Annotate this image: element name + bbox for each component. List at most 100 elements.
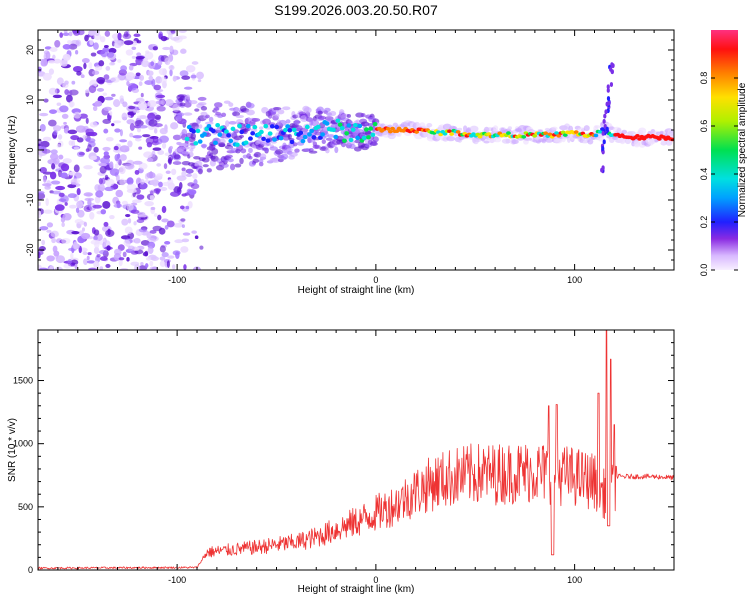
- noise-blob: [46, 229, 52, 233]
- noise-blob: [156, 173, 163, 178]
- noise-blob: [143, 57, 149, 62]
- noise-blob: [165, 170, 171, 175]
- noise-blob: [172, 103, 180, 112]
- noise-blob: [90, 52, 97, 57]
- noise-blob: [55, 185, 66, 191]
- ridge-blob: [394, 129, 400, 134]
- ridge-halo-blob: [448, 135, 453, 141]
- ridge-blob: [230, 126, 236, 132]
- noise-blob: [89, 79, 98, 88]
- noise-blob: [183, 86, 193, 90]
- colorbar-label: Normalized spectral amplitude: [737, 82, 748, 217]
- noise-blob: [73, 111, 82, 119]
- noise-blob: [118, 257, 125, 261]
- noise-blob: [89, 39, 94, 46]
- noise-blob: [49, 47, 58, 52]
- noise-blob: [104, 30, 111, 37]
- noise-blob: [132, 135, 143, 139]
- noise-blob: [128, 82, 138, 91]
- ridge-halo-blob: [239, 157, 244, 165]
- ridge-halo-blob: [215, 112, 222, 116]
- ridge-halo-blob: [566, 135, 571, 143]
- ridge-blob: [252, 124, 258, 130]
- ridge-blob: [368, 126, 374, 131]
- ridge-blob: [197, 139, 203, 144]
- ridge-blob: [366, 135, 371, 140]
- noise-blob: [171, 168, 177, 176]
- y-tick-label: 1000: [13, 439, 33, 449]
- noise-blob: [124, 226, 133, 235]
- noise-blob: [50, 180, 61, 185]
- noise-blob: [103, 106, 112, 111]
- ridge-halo-blob: [360, 113, 366, 118]
- ridge-blob: [210, 128, 216, 134]
- noise-blob: [124, 163, 135, 170]
- noise-blob: [97, 79, 105, 85]
- noise-blob: [50, 230, 59, 238]
- noise-blob: [60, 172, 68, 179]
- noise-blob: [191, 61, 199, 65]
- ridge-blob: [573, 130, 579, 134]
- noise-blob: [111, 93, 116, 97]
- ridge-halo-blob: [201, 144, 207, 149]
- noise-blob: [100, 49, 109, 58]
- noise-blob: [136, 52, 142, 57]
- noise-blob: [136, 40, 142, 44]
- noise-blob: [166, 220, 175, 228]
- noise-blob: [93, 146, 99, 153]
- ridge-blob: [455, 130, 461, 134]
- noise-blob: [199, 245, 204, 250]
- ridge-halo-blob: [349, 143, 356, 150]
- noise-blob: [161, 205, 167, 214]
- ridge-blob: [195, 128, 201, 134]
- ridge-halo-blob: [551, 126, 558, 131]
- colorbar-gradient: [711, 30, 738, 270]
- noise-blob: [48, 119, 57, 127]
- noise-blob: [149, 229, 157, 234]
- noise-blob: [57, 134, 63, 140]
- ridge-blob: [315, 124, 321, 130]
- noise-blob: [58, 192, 65, 197]
- noise-blob: [160, 76, 167, 85]
- noise-blob: [149, 179, 160, 186]
- noise-blob: [197, 79, 202, 83]
- noise-blob: [170, 30, 176, 34]
- noise-blob: [71, 80, 76, 85]
- noise-blob: [119, 129, 123, 137]
- noise-blob: [43, 98, 49, 103]
- ridge-blob: [372, 121, 378, 127]
- streak-blob: [610, 69, 614, 75]
- ridge-blob: [202, 131, 207, 137]
- ridge-halo-blob: [200, 106, 208, 111]
- ridge-blob: [184, 136, 190, 142]
- noise-blob: [74, 263, 78, 270]
- noise-blob: [181, 170, 187, 177]
- noise-blob: [140, 92, 144, 98]
- noise-blob: [151, 150, 156, 158]
- noise-blob: [68, 89, 79, 96]
- ridge-blob: [385, 127, 391, 131]
- noise-blob: [173, 222, 184, 228]
- ridge-halo-blob: [303, 106, 312, 114]
- ridge-blob: [363, 127, 369, 132]
- noise-blob: [149, 260, 154, 267]
- noise-blob: [159, 256, 166, 261]
- streak-blob: [601, 165, 605, 171]
- ridge-blob: [361, 135, 367, 141]
- noise-blob: [137, 214, 148, 218]
- ridge-halo-blob: [189, 148, 194, 152]
- ridge-halo-blob: [240, 148, 247, 154]
- ridge-halo-blob: [638, 127, 647, 135]
- noise-blob: [126, 203, 134, 211]
- noise-blob: [118, 166, 126, 175]
- y-tick-label: 20: [25, 45, 35, 55]
- noise-blob: [55, 255, 66, 264]
- streak-blob: [602, 139, 606, 145]
- ridge-blob: [191, 129, 197, 134]
- ridge-halo-blob: [228, 102, 234, 107]
- noise-blob: [164, 225, 169, 230]
- noise-blob: [134, 169, 140, 175]
- noise-blob: [83, 221, 88, 227]
- noise-blob: [125, 213, 131, 218]
- noise-blob: [106, 51, 115, 58]
